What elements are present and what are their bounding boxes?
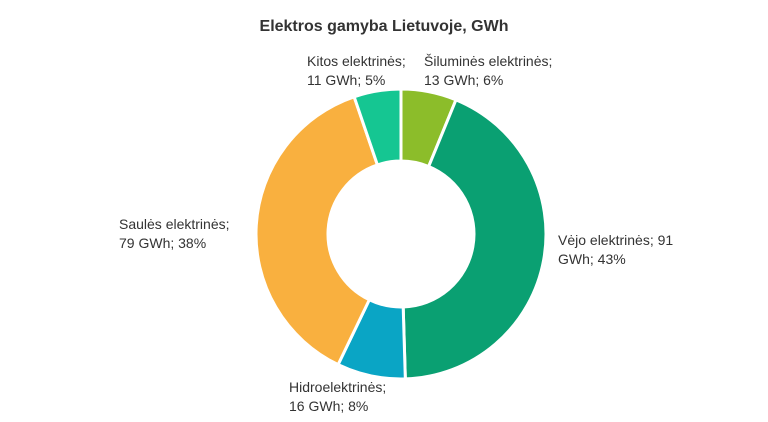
slice-label-line: GWh; 43% xyxy=(558,251,626,267)
slice-kitos-elektrinės xyxy=(352,87,403,167)
slice-label-line: 11 GWh; 5% xyxy=(307,72,385,88)
slice-vėjo-elektrinės xyxy=(401,98,548,381)
slice-label-line: Hidroelektrinės; xyxy=(289,379,386,395)
slice-label-line: Vėjo elektrinės; 91 xyxy=(558,232,673,248)
slice-label-line: 13 GWh; 6% xyxy=(424,72,503,88)
labels-group: Šiluminės elektrinės; 13 GWh; 6% Vėjo elek… xyxy=(119,53,673,414)
slice-saulės-elektrinės xyxy=(254,95,379,367)
slices-group xyxy=(254,87,548,381)
slice-label: Hidroelektrinės; 16 GWh; 8% xyxy=(289,379,386,414)
slice-label: Šiluminės elektrinės; 13 GWh; 6% xyxy=(424,53,552,88)
slice-label: Saulės elektrinės; 79 GWh; 38% xyxy=(119,216,230,251)
slice-label-line: Kitos elektrinės; xyxy=(307,53,406,69)
slice-label: Kitos elektrinės; 11 GWh; 5% xyxy=(307,53,406,88)
slice-label-line: 16 GWh; 8% xyxy=(289,398,368,414)
chart-title: Elektros gamyba Lietuvoje, GWh xyxy=(260,18,509,35)
slice-label-line: 79 GWh; 38% xyxy=(119,235,206,251)
slice-label: Vėjo elektrinės; 91 GWh; 43% xyxy=(558,232,673,267)
slice-label-line: Saulės elektrinės; xyxy=(119,216,230,232)
slice-label-line: Šiluminės elektrinės; xyxy=(424,53,552,69)
